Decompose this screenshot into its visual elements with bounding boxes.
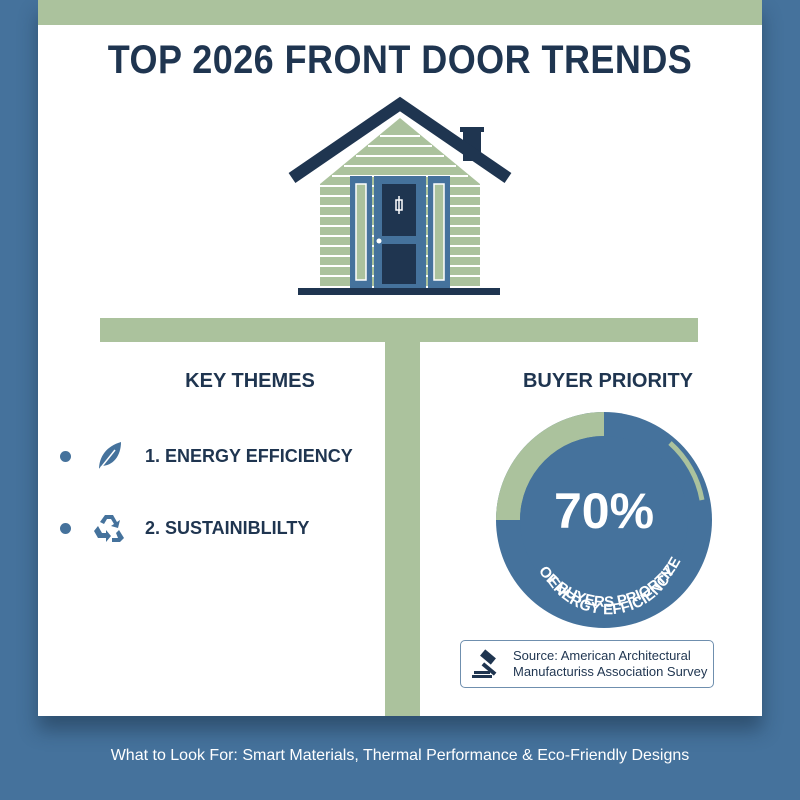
infographic-card: TOP 2026 FRONT DOOR TRENDS — [38, 0, 762, 716]
source-line-1: Source: American Architectural — [513, 648, 691, 663]
bullet-dot-icon — [60, 522, 71, 534]
leaf-icon — [91, 438, 127, 474]
theme-item-energy-efficiency: 1. ENERGY EFFICIENCY — [60, 438, 353, 474]
bullet-dot-icon — [60, 450, 71, 462]
source-citation-box: Source: American Architectural Manufactu… — [460, 640, 714, 688]
theme-label: 2. SUSTAINIBLILTY — [145, 517, 310, 538]
key-themes-title: KEY THEMES — [185, 370, 315, 392]
divider-horizontal — [100, 318, 698, 342]
theme-label: 1. ENERGY EFFICIENCY — [145, 445, 353, 466]
footer-tagline: What to Look For: Smart Materials, Therm… — [110, 747, 690, 764]
buyer-priority-title: BUYER PRIORITY — [522, 370, 694, 392]
page-title: TOP 2026 FRONT DOOR TRENDS — [107, 38, 693, 82]
theme-item-sustainability: 2. SUSTAINIBLILTY — [60, 510, 309, 546]
house-with-front-door-icon — [280, 96, 520, 306]
divider-vertical — [385, 342, 420, 716]
gavel-icon — [471, 647, 505, 681]
gauge-value: 70% — [554, 483, 654, 539]
recycle-icon — [91, 510, 127, 546]
source-line-2: Manufacturiss Association Survey — [513, 664, 708, 679]
top-accent-band — [38, 0, 762, 25]
buyer-priority-gauge: 70% OF BUYERS PRIORTIZE ENERGY EFFICIENC… — [484, 400, 724, 640]
